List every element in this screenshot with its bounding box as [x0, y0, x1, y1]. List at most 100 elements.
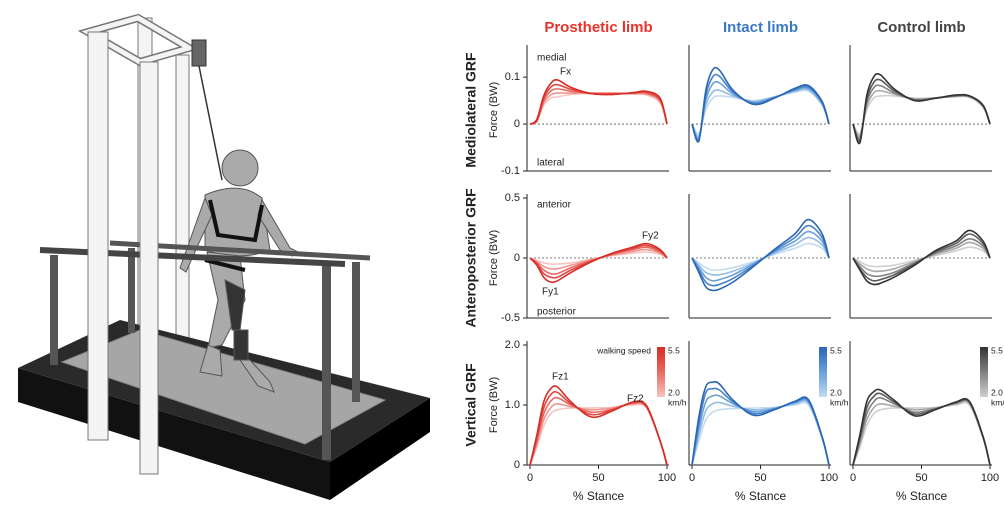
panel	[849, 194, 992, 319]
annotation: medial	[537, 53, 566, 64]
series-line	[852, 72, 991, 145]
annotation: Fy1	[542, 287, 559, 298]
series-line	[691, 224, 830, 287]
annotation: Fy2	[642, 231, 659, 242]
y-axis-label: Force (BW)	[488, 230, 500, 286]
rail-post	[50, 255, 58, 365]
series-line	[691, 236, 830, 276]
column-title: Intact limb	[723, 19, 798, 36]
colorbar	[980, 347, 988, 397]
series-line	[852, 388, 991, 466]
rail-post	[128, 248, 135, 333]
colorbar	[657, 347, 665, 397]
y-axis-label: Force (BW)	[488, 377, 500, 433]
x-tick-label: 0	[689, 472, 695, 484]
colorbar-label: 2.0	[668, 387, 680, 397]
y-tick-label: 0	[514, 459, 520, 471]
x-tick-label: 50	[592, 472, 604, 484]
rail-post	[322, 265, 331, 460]
y-tick-label: -0.1	[501, 165, 520, 177]
harness	[204, 199, 264, 272]
series-line	[529, 390, 668, 466]
x-tick-label: 0	[527, 472, 533, 484]
series-line	[852, 237, 991, 278]
panel: -0.1 0 0.1 Prosthetic limb Mediolateral GRF F…	[463, 19, 669, 177]
panel: 0 50 100 % Stance 5.5 2.0km/h	[849, 341, 1004, 503]
series-line	[691, 88, 830, 138]
panel: Control limb	[849, 19, 992, 172]
colorbar-label: 5.5	[830, 345, 842, 355]
colorbar-label: 5.5	[991, 345, 1003, 355]
series-line	[852, 233, 991, 282]
x-axis-label: % Stance	[896, 489, 948, 503]
y-axis-label: Force (BW)	[488, 82, 500, 138]
frame-top	[81, 15, 196, 65]
annotation: Fx	[560, 67, 571, 78]
column-title: Prosthetic limb	[544, 19, 652, 36]
x-tick-label: 100	[981, 472, 999, 484]
series-line	[529, 92, 668, 125]
y-tick-label: 0.1	[505, 71, 520, 83]
leg	[206, 251, 246, 349]
y-tick-label: -0.5	[501, 312, 520, 324]
x-tick-label: 100	[658, 472, 676, 484]
x-axis-label: % Stance	[735, 489, 787, 503]
frame-post	[139, 61, 159, 475]
rope	[198, 65, 223, 181]
row-label: Mediolateral GRF	[463, 52, 479, 168]
colorbar	[819, 347, 827, 397]
y-tick-label: 0.5	[505, 192, 520, 204]
series-line	[691, 242, 830, 272]
row-label: Anteroposterior GRF	[463, 188, 479, 328]
series-line	[529, 79, 668, 125]
series-line	[529, 242, 668, 284]
annotation: Fz2	[627, 394, 644, 405]
y-tick-label: 1.0	[505, 399, 520, 411]
colorbar-title: walking speed	[596, 345, 651, 355]
panel: 0 1.0 2.0 0 50 100 Vertical GRF Force (BW) % Sta…	[463, 339, 687, 503]
series-line	[691, 399, 830, 466]
x-tick-label: 50	[915, 472, 927, 484]
colorbar-label: 5.5	[668, 345, 680, 355]
annotation: lateral	[537, 158, 564, 169]
series-line	[529, 248, 668, 270]
panel	[688, 194, 831, 319]
panel: Intact limb	[688, 19, 831, 172]
treadmill-illustration	[18, 13, 430, 500]
x-tick-label: 50	[754, 472, 766, 484]
series-line	[852, 229, 991, 286]
x-axis-label: % Stance	[573, 489, 625, 503]
panel: 0 50 100 % Stance 5.5 2.0km/h	[688, 341, 849, 503]
colorbar-unit: km/h	[991, 397, 1004, 407]
series-line	[852, 400, 991, 466]
series-line	[529, 246, 668, 275]
colorbar-unit: km/h	[830, 397, 849, 407]
series-line	[691, 230, 830, 282]
colorbar-label: 2.0	[830, 387, 842, 397]
y-tick-label: 0	[514, 252, 520, 264]
frame-post	[87, 31, 109, 441]
series-line	[529, 385, 668, 466]
colorbar-unit: km/h	[668, 397, 687, 407]
annotation: posterior	[537, 307, 577, 318]
foot	[199, 344, 223, 377]
motor	[191, 39, 207, 67]
series-line	[691, 89, 830, 135]
foot	[239, 359, 275, 393]
y-tick-label: 0	[514, 118, 520, 130]
series-line	[691, 380, 830, 466]
series-line	[691, 218, 830, 292]
series-line	[691, 66, 830, 143]
rail-post	[352, 262, 360, 402]
prosthetic-leg	[233, 329, 249, 361]
series-line	[852, 246, 991, 268]
annotation: anterior	[537, 200, 572, 211]
column-title: Control limb	[877, 19, 965, 36]
x-tick-label: 100	[820, 472, 838, 484]
head	[221, 149, 259, 187]
colorbar-label: 2.0	[991, 387, 1003, 397]
series-line	[529, 251, 668, 265]
series-line	[529, 244, 668, 279]
y-tick-label: 2.0	[505, 339, 520, 351]
